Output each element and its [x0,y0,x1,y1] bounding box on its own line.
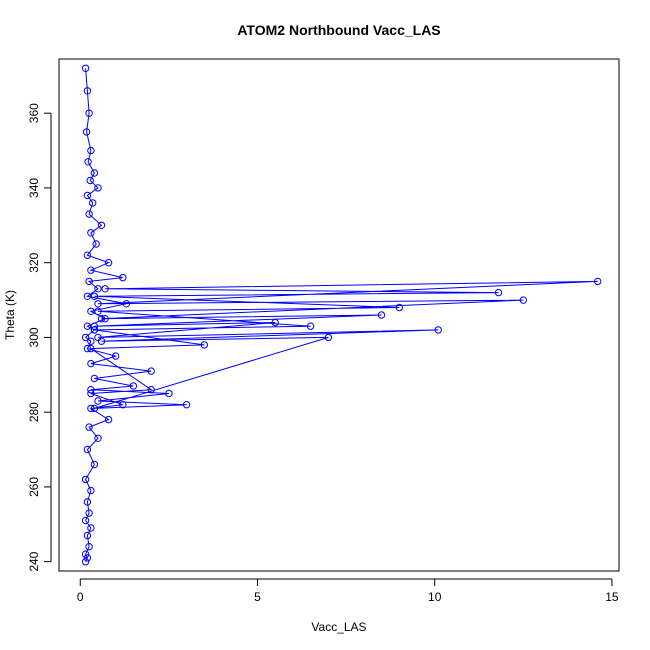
data-point [83,322,92,330]
data-point [85,277,93,286]
data-point [87,146,95,155]
data-point [94,285,102,293]
data-point [87,404,95,413]
data-point [90,404,99,413]
data-point [104,415,113,424]
data-point [87,229,95,237]
data-point [122,300,131,308]
data-point [90,169,99,177]
data-point [85,210,93,218]
data-point [83,531,92,540]
data-point [81,516,90,525]
data-point [89,199,97,207]
data-point [87,337,95,345]
data-point [85,543,93,551]
data-point [594,277,602,286]
y-axis: 240 260 280 300 320 340 360 [27,103,52,572]
data-point [101,285,109,293]
data-point [87,266,95,274]
data-point [87,359,95,368]
x-axis: 0 5 10 15 [77,578,619,604]
data-point [92,240,100,248]
y-axis-label: Theta (K) [3,290,17,340]
data-point [83,344,92,353]
data-point [87,524,95,532]
data-point [377,311,386,319]
data-point [324,333,333,342]
data-point [94,397,102,405]
data-point [434,326,442,334]
data-point [87,389,95,398]
data-point [104,259,113,267]
data-point [85,423,93,431]
data-point [85,109,93,117]
data-layer [81,64,602,566]
data-point [395,303,403,312]
y-tick-label: 260 [27,477,41,497]
data-point [86,176,94,185]
chart-title: ATOM2 Northbound Vacc_LAS [237,22,440,38]
data-point [112,352,120,360]
data-point [129,382,138,390]
data-point [82,128,91,136]
x-tick-label: 5 [254,590,261,604]
data-point [81,550,90,558]
data-point [87,344,95,353]
data-point [119,273,127,282]
data-point [271,318,279,327]
y-tick-label: 280 [27,402,41,422]
data-point [200,341,209,349]
plot-frame [58,58,620,572]
data-point [94,300,102,308]
data-point [519,296,527,304]
data-point [81,558,90,566]
data-point [90,322,99,330]
x-tick-label: 0 [77,590,84,604]
data-point [90,460,99,469]
data-point [85,509,93,517]
data-point [182,401,191,409]
data-point [94,307,102,315]
data-point [90,374,99,383]
data-point [97,221,106,230]
data-point [87,307,95,315]
data-point [84,158,92,166]
data-point [101,315,109,323]
data-point [147,386,155,394]
x-tick-label: 10 [428,590,442,604]
y-tick-label: 340 [27,178,41,198]
data-point [119,401,127,409]
data-point [83,87,92,95]
data-point [83,292,92,300]
data-point [97,315,106,323]
y-tick-label: 300 [27,327,41,347]
data-point [306,322,315,330]
data-point [83,251,92,259]
data-point [83,498,92,506]
data-point [83,445,92,454]
data-point [94,434,102,442]
data-point [494,288,503,297]
data-point [83,554,92,562]
data-point [94,333,102,342]
data-point [90,326,99,334]
data-point [94,184,102,192]
x-tick-label: 15 [605,590,619,604]
data-point [83,191,92,200]
y-tick-label: 320 [27,252,41,272]
data-point [87,386,95,394]
data-point [165,389,173,398]
y-tick-label: 360 [27,103,41,123]
data-point [81,333,90,342]
y-tick-label: 240 [27,551,41,571]
data-point [81,64,90,73]
data-point [147,367,155,375]
data-point [90,292,99,300]
data-point [81,475,90,484]
data-point [87,486,95,495]
series-line [84,68,598,562]
x-axis-label: Vacc_LAS [311,620,366,634]
